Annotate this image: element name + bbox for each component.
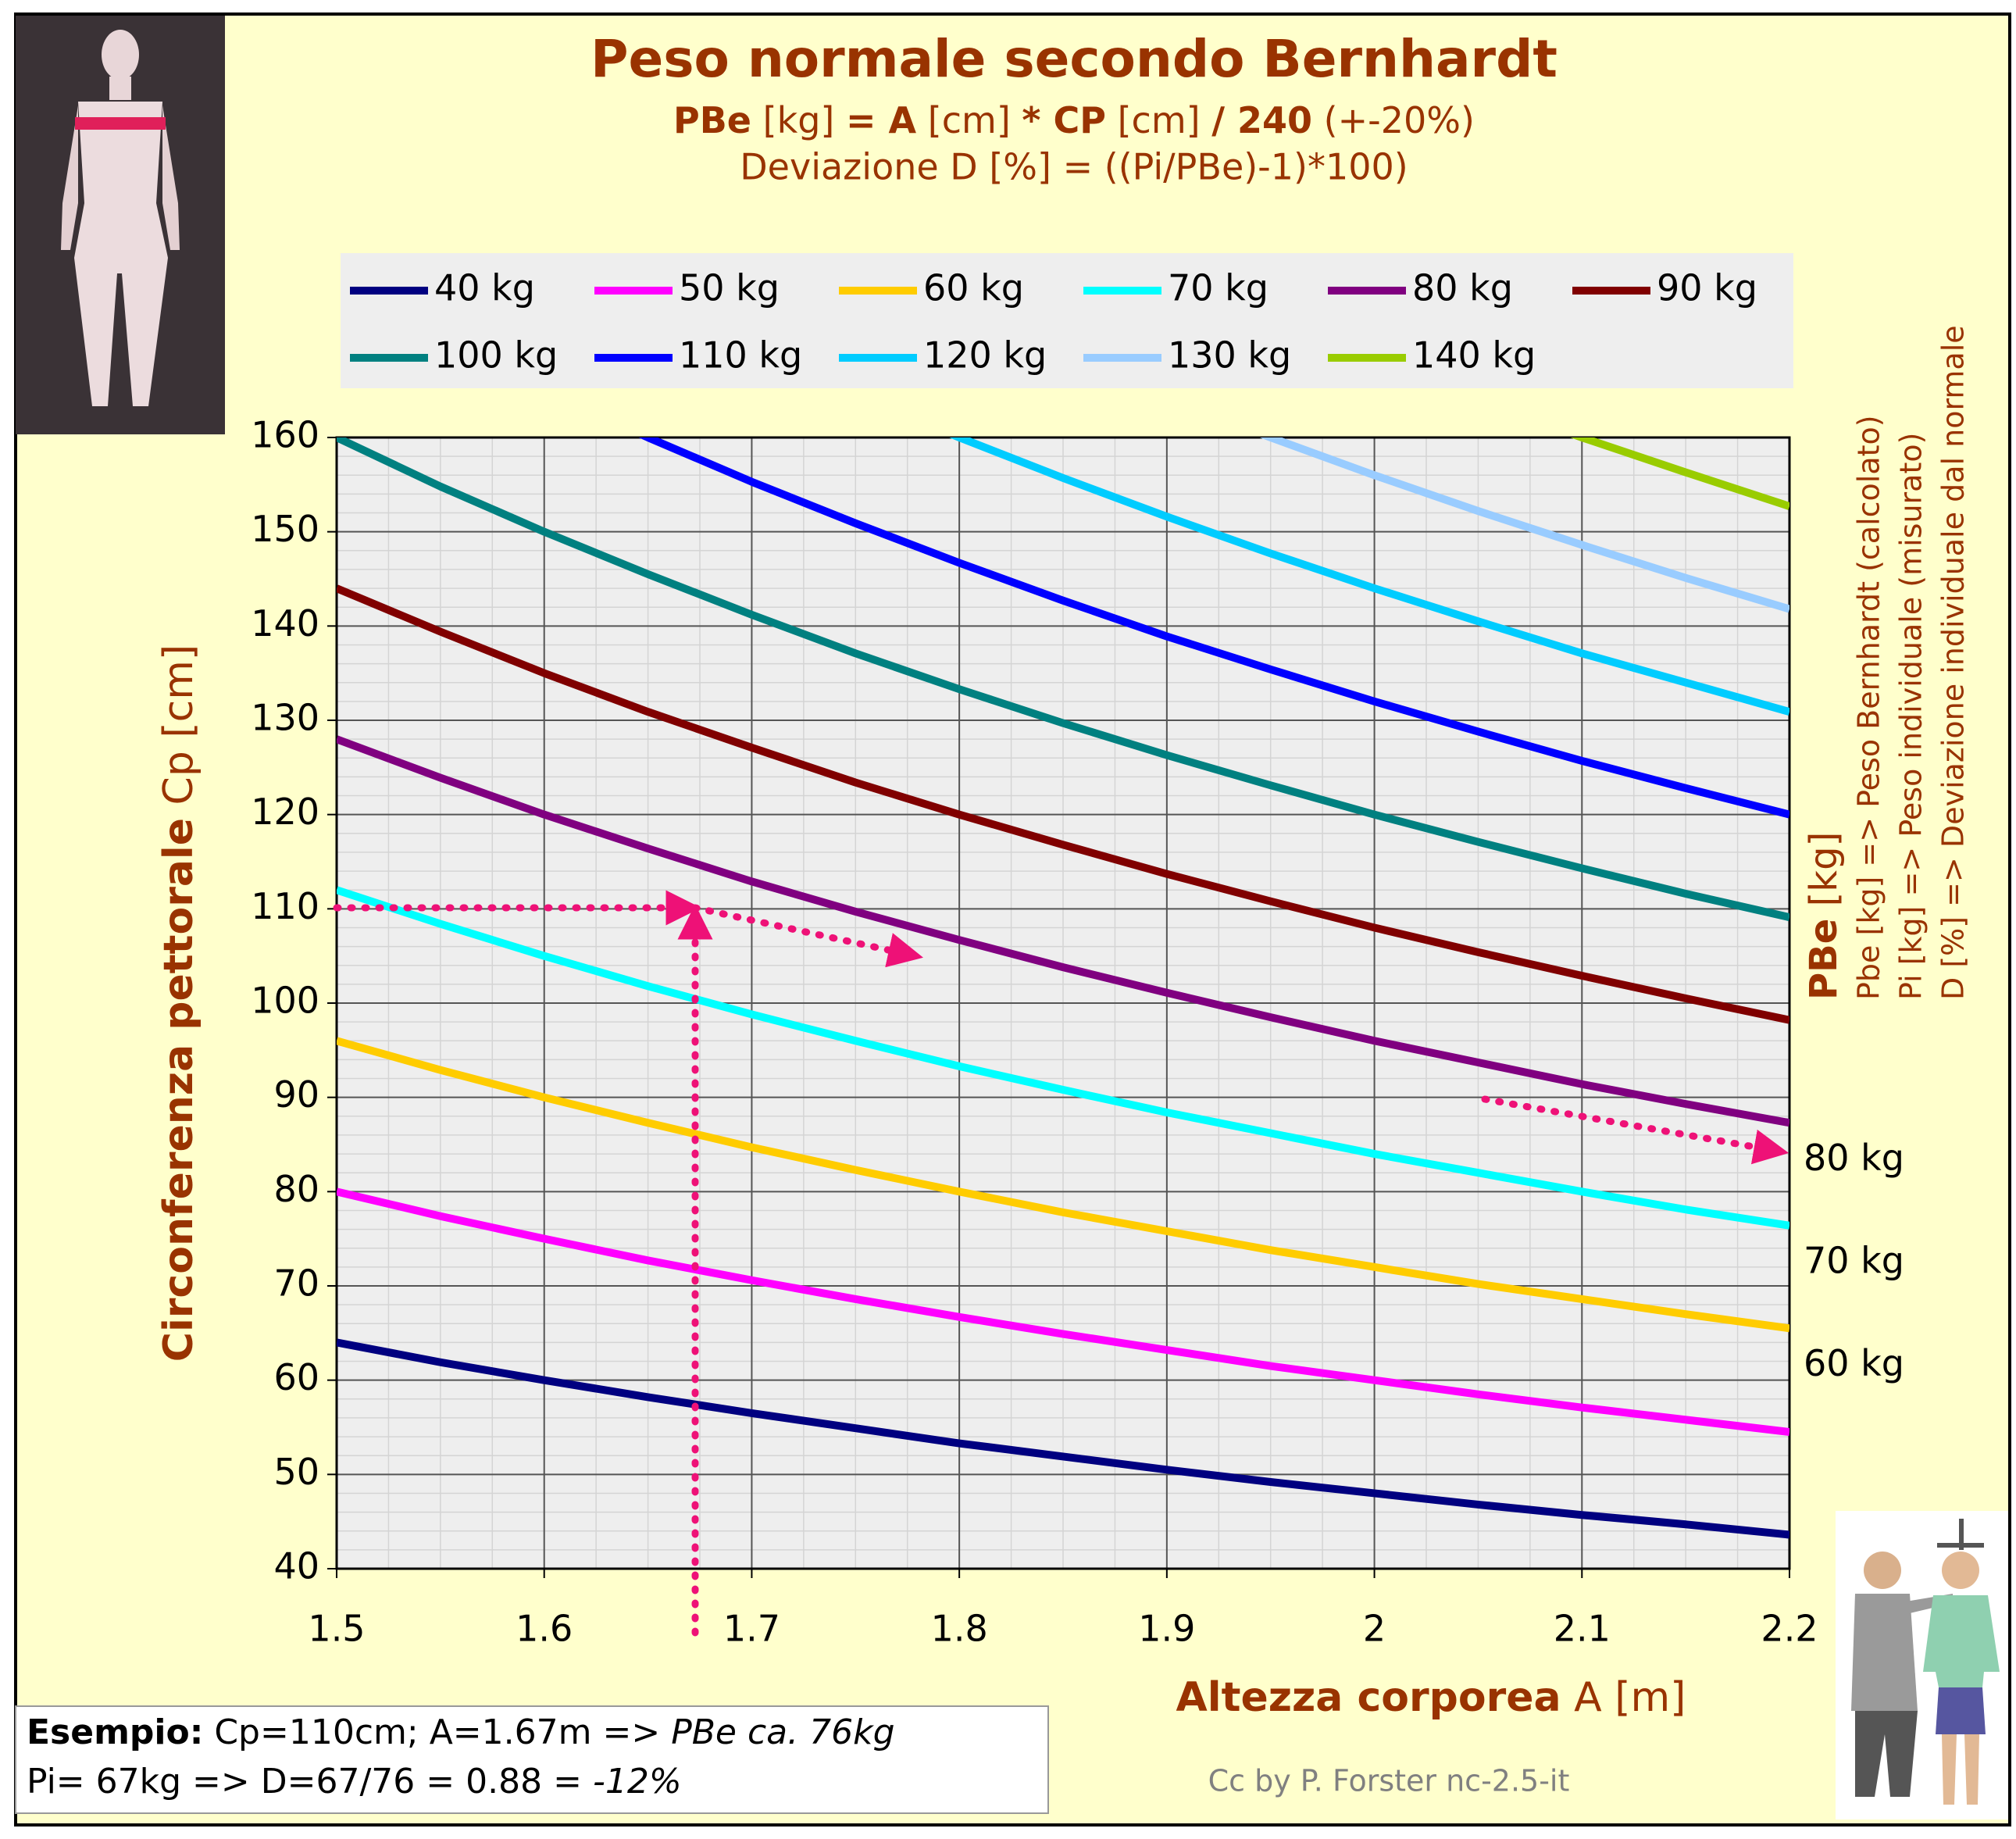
series-line (337, 1037, 1789, 1333)
subtitle-part: / 240 (1211, 99, 1312, 141)
y-axis-title-part: Circonferenza pettorale (155, 818, 202, 1362)
example-line: Pi= 67kg => D=67/76 = 0.88 = -12% (27, 1762, 682, 1802)
x-axis-title: Altezza corporea A [m] (1176, 1674, 1686, 1721)
subtitle-part: * CP (1022, 99, 1106, 141)
subtitle-part: [cm] (916, 99, 1022, 141)
chart-title: Peso normale secondo Bernhardt (591, 29, 1557, 89)
mannequin-image (16, 16, 225, 434)
y-axis-title: Circonferenza pettorale Cp [cm] (155, 645, 202, 1362)
series-line (337, 1187, 1789, 1436)
legend-label: 90 kg (1657, 267, 1757, 309)
legend-box (341, 253, 1793, 388)
x-axis-title-part: Altezza corporea (1176, 1674, 1561, 1721)
x-tick-label: 1.9 (1138, 1608, 1195, 1650)
x-tick-label: 2.1 (1554, 1608, 1611, 1650)
y-tick-label: 140 (251, 602, 319, 645)
example-line: Esempio: Cp=110cm; A=1.67m => PBe ca. 76… (27, 1712, 895, 1752)
chart-subtitle-2: Deviazione D [%] = ((Pi/PBe)-1)*100) (740, 146, 1408, 188)
y-tick-label: 70 (273, 1262, 319, 1305)
y-tick-label: 80 (273, 1168, 319, 1210)
y-tick-label: 120 (251, 791, 319, 833)
series-line (337, 886, 1789, 1230)
x-tick-label: 1.6 (516, 1608, 573, 1650)
y2-title-part: [kg] (1802, 832, 1846, 919)
legend-label: 40 kg (434, 267, 535, 309)
y-tick-label: 90 (273, 1073, 319, 1116)
subtitle-part: [cm] (1106, 99, 1211, 141)
subtitle-part: PBe (673, 99, 751, 141)
y-tick-label: 50 (273, 1451, 319, 1493)
y-tick-label: 60 (273, 1356, 319, 1398)
y-axis-title-part: Cp [cm] (155, 645, 202, 818)
line-end-label: 80 kg (1804, 1137, 1904, 1179)
example-arrow (691, 904, 923, 968)
x-axis-title-part: A [m] (1561, 1674, 1686, 1721)
chart-subtitle: PBe [kg] = A [cm] * CP [cm] / 240 (+-20%… (673, 99, 1475, 141)
series-line (337, 735, 1789, 1127)
example-arrow (1481, 1095, 1789, 1165)
y2-note: Pi [kg] => Peso individuale (misurato) (1894, 433, 1929, 1000)
y-tick-label: 150 (251, 508, 319, 550)
series-line (337, 584, 1789, 1024)
y-tick-label: 160 (251, 414, 319, 456)
legend-label: 100 kg (434, 334, 558, 377)
credit: Cc by P. Forster nc-2.5-it (1208, 1764, 1570, 1798)
lines (337, 437, 1789, 1539)
people-image (1836, 1511, 2008, 1819)
legend-label: 120 kg (923, 334, 1047, 377)
x-tick-label: 1.7 (723, 1608, 780, 1650)
legend-label: 140 kg (1412, 334, 1536, 377)
legend-label: 130 kg (1168, 334, 1291, 377)
series-line (1259, 437, 1789, 613)
series-line (638, 437, 1789, 819)
x-tick-label: 1.5 (308, 1608, 365, 1650)
series-line (337, 437, 1789, 922)
example-part: Cp=110cm; A=1.67m => (203, 1712, 671, 1752)
line-end-label: 60 kg (1804, 1342, 1904, 1384)
y2-note: Pbe [kg] => Peso Bernhardt (calcolato) (1852, 415, 1886, 1000)
example-part: Esempio: (27, 1712, 203, 1752)
legend-label: 70 kg (1168, 267, 1268, 309)
legend-label: 110 kg (679, 334, 802, 377)
y-tick-label: 40 (273, 1545, 319, 1587)
legend-label: 60 kg (923, 267, 1024, 309)
example-box (15, 1705, 1049, 1814)
subtitle-part: = A (846, 99, 917, 141)
y2-note: D [%] => Deviazione individuale dal norm… (1936, 325, 1971, 1000)
subtitle-part: (+-20%) (1312, 99, 1475, 141)
line-end-label: 70 kg (1804, 1240, 1904, 1282)
example-part: -12% (593, 1762, 682, 1802)
y2-title-part: PBe (1802, 919, 1846, 1000)
y-tick-label: 110 (251, 885, 319, 927)
plot-border (335, 436, 1791, 1570)
example-part: Pi= 67kg => D=67/76 = 0.88 = (27, 1762, 593, 1802)
y-tick-label: 130 (251, 697, 319, 739)
series-line (337, 1338, 1789, 1539)
example-part: PBe ca. 76kg (671, 1712, 894, 1752)
legend-label: 50 kg (679, 267, 780, 309)
x-tick-label: 1.8 (931, 1608, 988, 1650)
series-line (949, 437, 1789, 716)
subtitle-part: [kg] (751, 99, 846, 141)
y-tick-label: 100 (251, 980, 319, 1022)
x-tick-label: 2 (1363, 1608, 1386, 1650)
legend-label: 80 kg (1412, 267, 1513, 309)
y2-axis-title: PBe [kg] (1802, 832, 1846, 1000)
x-tick-label: 2.2 (1761, 1608, 1818, 1650)
